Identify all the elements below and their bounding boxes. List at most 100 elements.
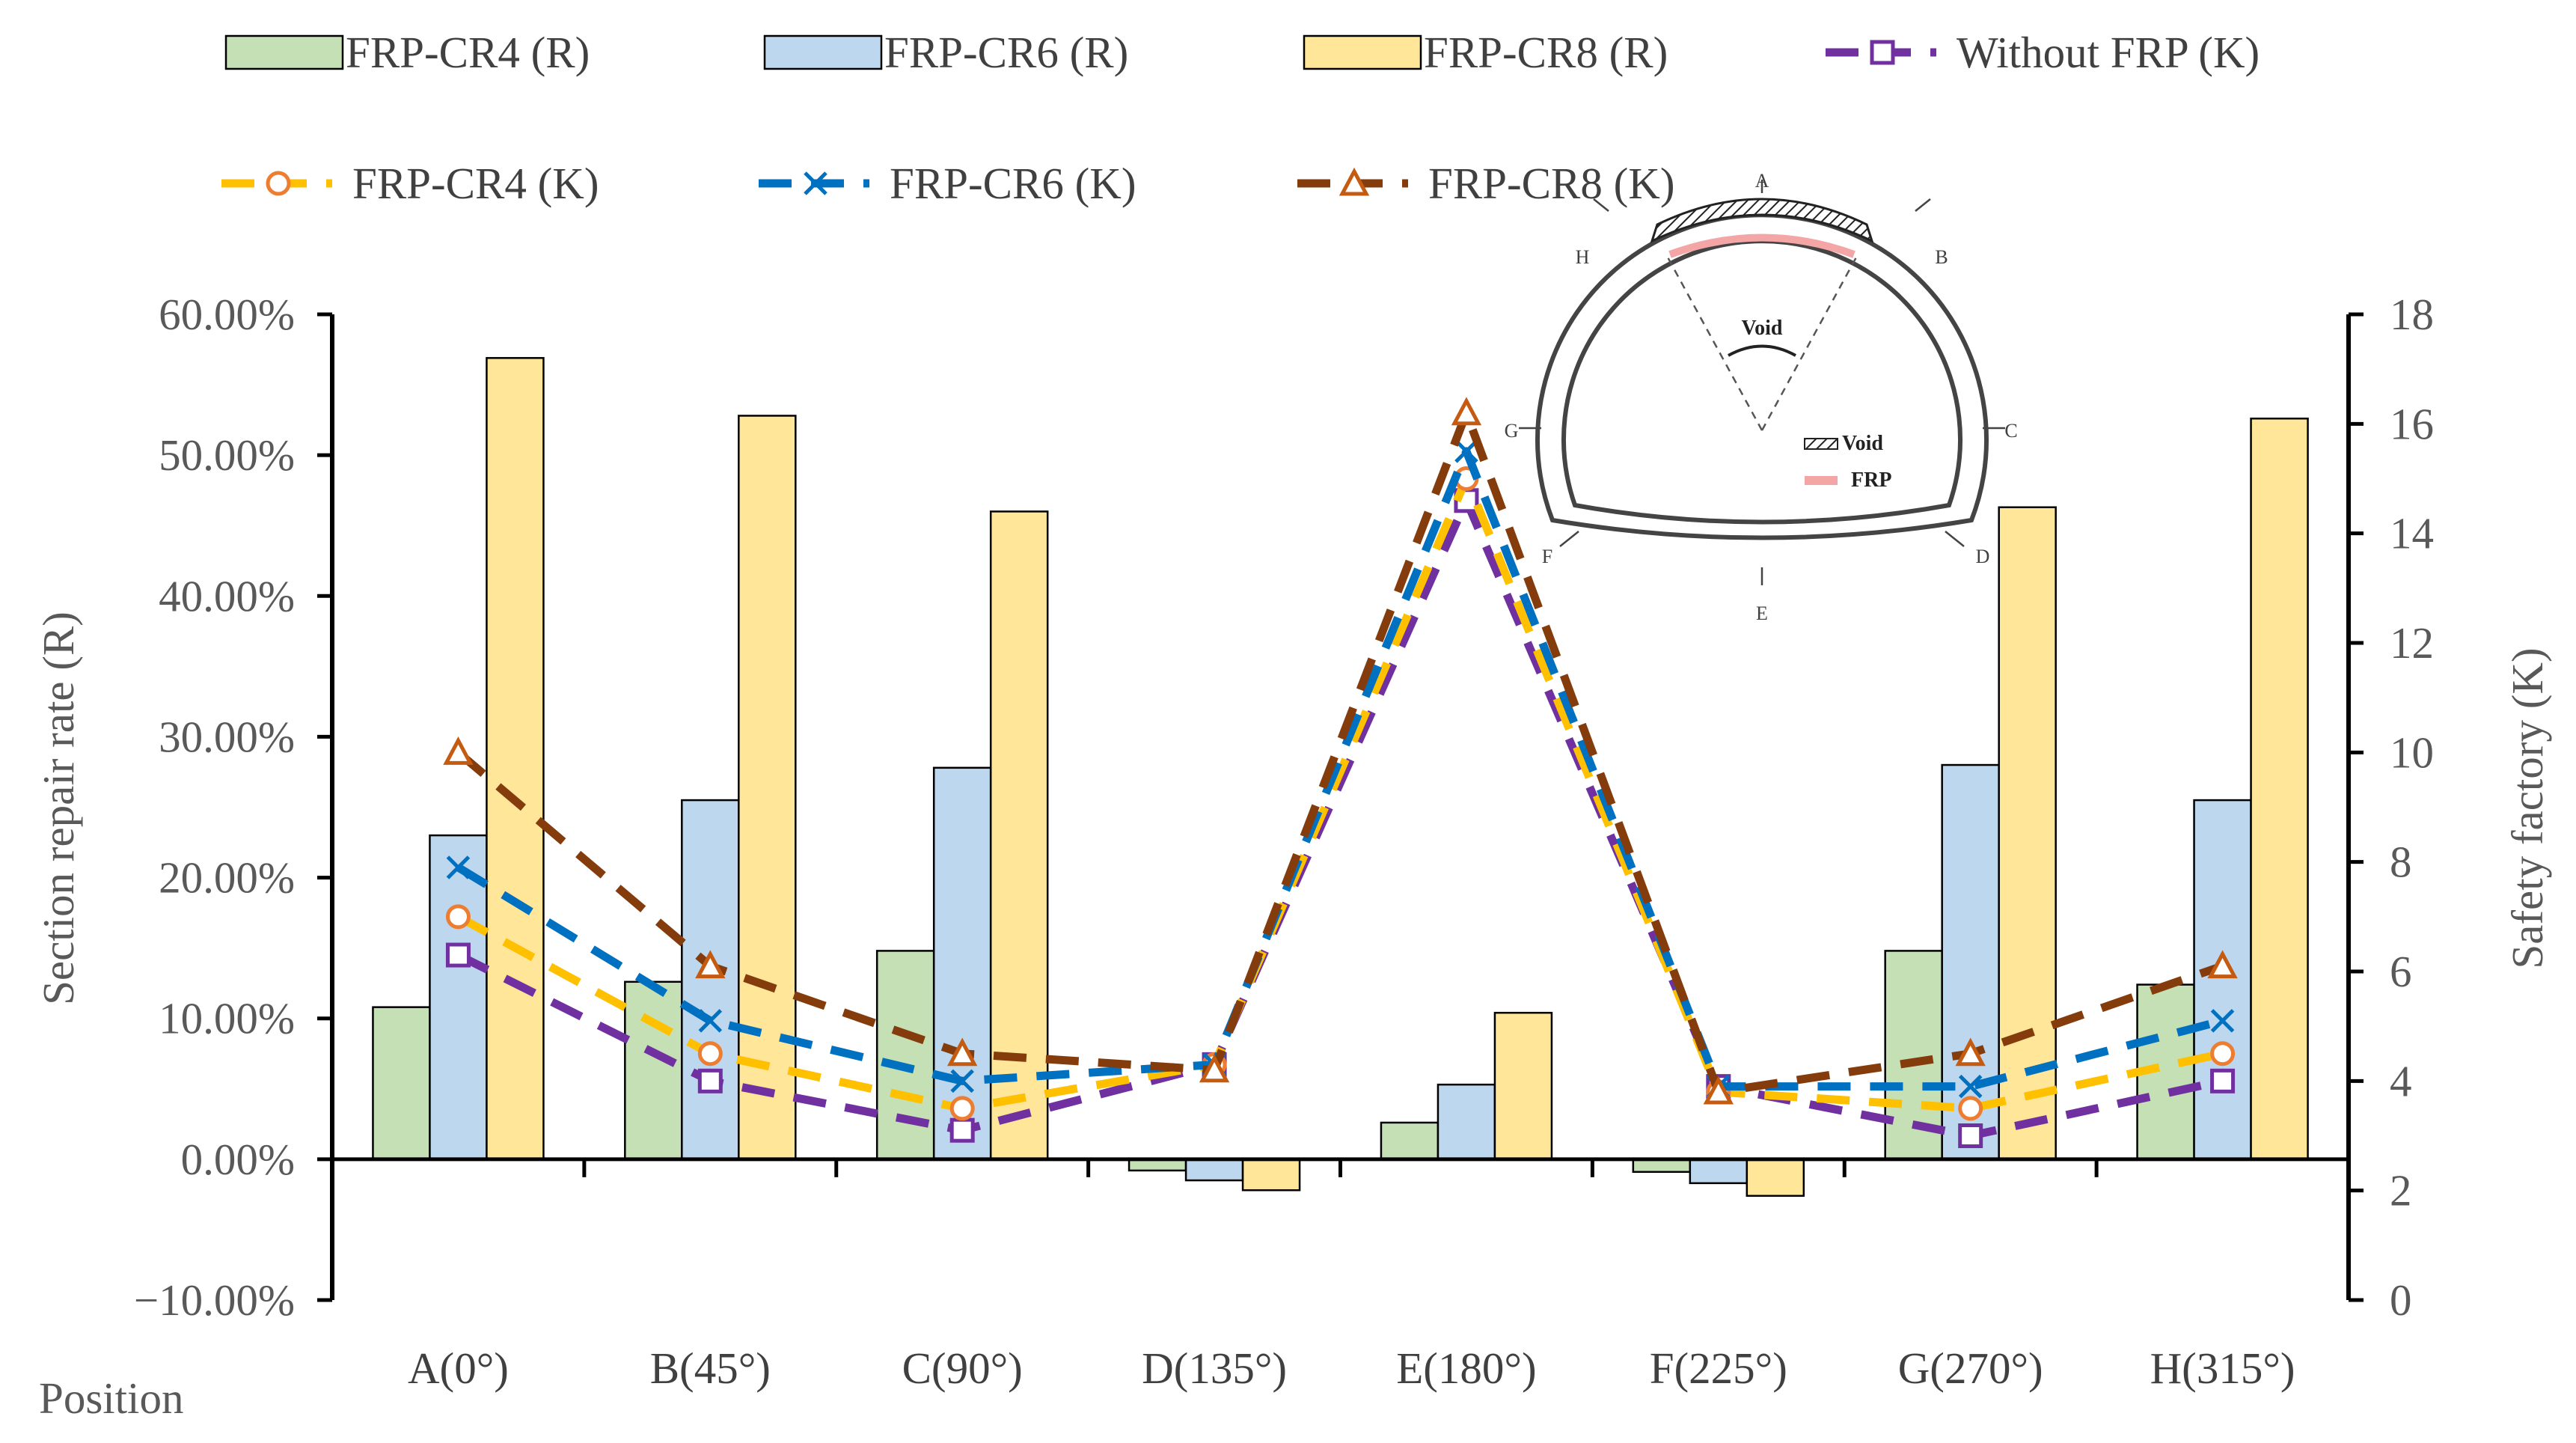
left-tick-label: −10.00% xyxy=(134,1275,295,1325)
marker-3-8 xyxy=(2210,1009,2235,1033)
bar-3-2 xyxy=(738,415,797,1161)
legend-label: FRP-CR6 (R) xyxy=(884,28,1128,77)
legend-marker xyxy=(804,171,827,195)
legend-swatch-bar xyxy=(1303,34,1422,70)
inset-point-label: G xyxy=(1505,420,1519,442)
right-tick-label: 16 xyxy=(2390,399,2434,448)
marker-3-7 xyxy=(1958,1074,1983,1099)
axes: −10.00% 0.00% 10.00% 20.00% 30.00% 40.00% 50.0… xyxy=(34,290,2552,1423)
left-tick-label: 50.00% xyxy=(159,430,295,480)
bar-2-8 xyxy=(2193,799,2252,1161)
line-group xyxy=(443,397,2238,1148)
y2-axis-title: Safety factory (K) xyxy=(2503,647,2552,968)
marker-4-2 xyxy=(695,950,726,979)
inset-point-label: C xyxy=(2004,420,2017,442)
right-tick-label: 8 xyxy=(2390,838,2412,887)
marker-1-1 xyxy=(445,942,471,968)
category-label: G(270°) xyxy=(1898,1343,2043,1393)
bar-1-2 xyxy=(624,980,683,1161)
marker-4-6 xyxy=(1703,1076,1734,1105)
bar-3-7 xyxy=(1998,506,2057,1161)
bar-3-4 xyxy=(1241,1158,1301,1192)
marker-2-3 xyxy=(949,1096,975,1121)
bar-2-4 xyxy=(1184,1158,1244,1182)
inset-legend-void-swatch xyxy=(1804,438,1838,450)
inset-point-label: A xyxy=(1755,170,1769,192)
category-label: B(45°) xyxy=(650,1343,771,1393)
category-label: F(225°) xyxy=(1650,1343,1787,1393)
legend-marker xyxy=(266,171,291,196)
legend-swatch-bar xyxy=(763,34,883,70)
inset-point-label: E xyxy=(1756,602,1768,624)
bar-2-1 xyxy=(429,834,488,1161)
tunnel-inset-diagram: Void A B C D E F G H Void FRP xyxy=(1505,170,2018,624)
marker-1-7 xyxy=(1958,1123,1983,1148)
legend: FRP-CR4 (R) FRP-CR6 (R) FRP-CR8 (R) Without… xyxy=(221,28,2260,208)
bar-2-2 xyxy=(681,799,740,1161)
void-angle-label: Void xyxy=(1741,317,1782,340)
tunnel-inner-lining xyxy=(1561,239,1962,525)
right-tick-label: 0 xyxy=(2390,1275,2412,1325)
line-series-1 xyxy=(456,496,2224,1140)
void-region xyxy=(1650,198,1874,243)
marker-4-3 xyxy=(947,1037,978,1067)
right-tick-label: 18 xyxy=(2390,290,2434,339)
bar-3-1 xyxy=(486,357,545,1161)
inset-legend-frp-swatch xyxy=(1805,476,1838,485)
bar-1-3 xyxy=(875,950,935,1161)
legend-label: FRP-CR8 (K) xyxy=(1428,159,1674,208)
left-tick-label: 20.00% xyxy=(159,853,295,903)
legend-marker xyxy=(1339,167,1370,196)
bar-1-1 xyxy=(372,1006,431,1161)
marker-4-4 xyxy=(1199,1054,1230,1083)
right-tick-label: 12 xyxy=(2390,618,2434,668)
marker-2-1 xyxy=(445,904,471,930)
line-series-2 xyxy=(456,475,2224,1113)
category-label: A(0°) xyxy=(408,1343,509,1393)
bar-3-3 xyxy=(989,510,1049,1161)
inset-point-tick xyxy=(1915,198,1931,212)
inset-point-label: H xyxy=(1576,246,1590,268)
inset-legend-void-label: Void xyxy=(1842,432,1883,455)
marker-2-8 xyxy=(2210,1041,2236,1067)
marker-2-2 xyxy=(697,1041,723,1067)
marker-4-1 xyxy=(443,736,474,765)
bar-3-6 xyxy=(1746,1158,1805,1198)
left-tick-label: 10.00% xyxy=(159,994,295,1043)
bar-1-6 xyxy=(1632,1158,1692,1174)
legend-label: FRP-CR6 (K) xyxy=(890,159,1136,208)
void-angle-arc xyxy=(1728,344,1796,357)
left-tick-label: 40.00% xyxy=(159,571,295,620)
bar-3-8 xyxy=(2250,417,2309,1161)
marker-3-5 xyxy=(1454,439,1478,463)
inset-point-label: B xyxy=(1935,246,1948,268)
right-tick-label: 4 xyxy=(2390,1056,2412,1105)
left-tick-label: 0.00% xyxy=(181,1135,295,1184)
marker-1-2 xyxy=(697,1068,723,1093)
marker-3-3 xyxy=(950,1069,974,1093)
line-series-3 xyxy=(456,447,2224,1091)
x-axis-title: Position xyxy=(39,1373,183,1423)
void-sector-line xyxy=(1760,255,1858,431)
void-sector-line xyxy=(1665,255,1763,431)
bar-2-5 xyxy=(1437,1083,1496,1161)
bar-2-6 xyxy=(1689,1158,1749,1185)
inset-point-tick xyxy=(1945,531,1965,547)
marker-4-8 xyxy=(2207,950,2238,979)
frp-layer xyxy=(1668,234,1855,258)
bar-1-5 xyxy=(1380,1121,1440,1161)
bar-2-3 xyxy=(932,766,992,1161)
right-tick-label: 2 xyxy=(2390,1166,2412,1215)
inset-legend-frp-label: FRP xyxy=(1851,469,1891,492)
marker-4-7 xyxy=(1955,1037,1986,1067)
tunnel-outer-lining xyxy=(1535,213,1989,540)
right-tick-label: 14 xyxy=(2390,509,2434,558)
right-tick-label: 6 xyxy=(2390,947,2412,996)
y-axis-title: Section repair rate (R) xyxy=(34,611,83,1005)
bar-group xyxy=(372,357,2309,1198)
legend-label: FRP-CR4 (K) xyxy=(352,159,599,208)
marker-4-5 xyxy=(1451,397,1482,426)
category-label: H(315°) xyxy=(2150,1343,2295,1393)
right-tick-label: 10 xyxy=(2390,727,2434,777)
